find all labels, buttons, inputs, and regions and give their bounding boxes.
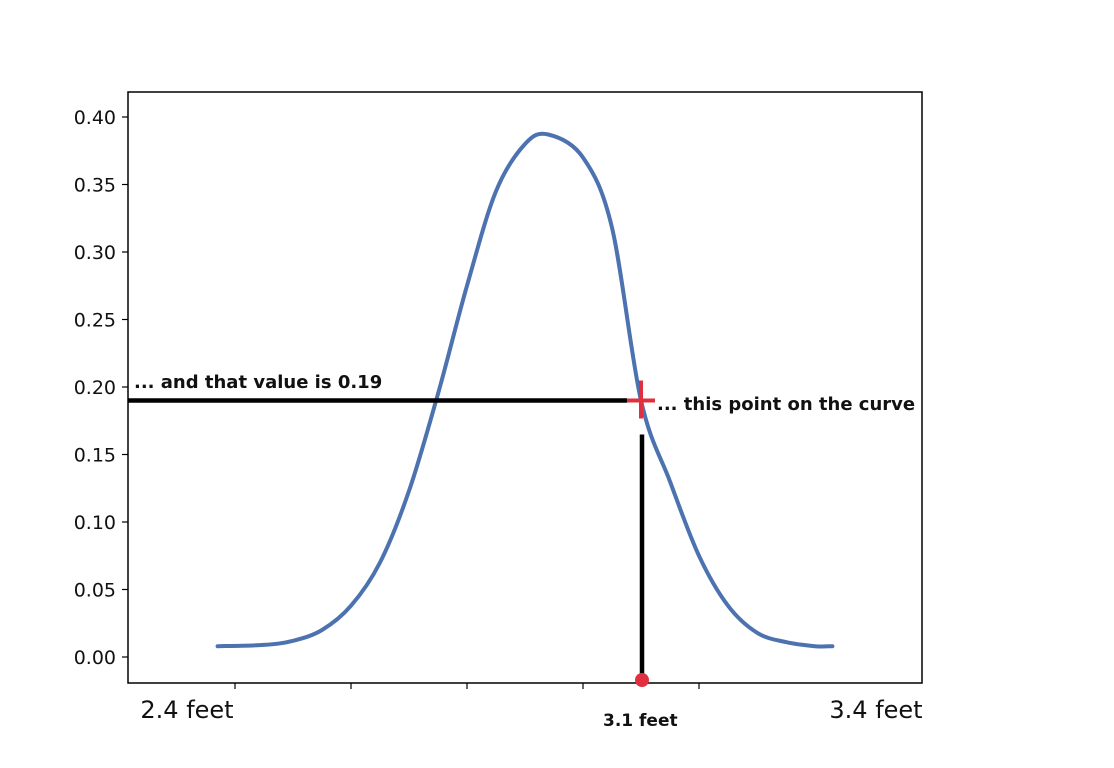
y-tick-label: 0.40 bbox=[74, 107, 116, 129]
x-highlight-dot bbox=[635, 673, 649, 687]
x-axis: 2.4 feet 3.4 feet bbox=[140, 683, 922, 724]
y-tick-label: 0.35 bbox=[74, 175, 116, 197]
y-tick-label: 0.25 bbox=[74, 310, 116, 332]
x-highlight-label: 3.1 feet bbox=[603, 711, 678, 731]
y-tick-label: 0.05 bbox=[74, 580, 116, 602]
y-tick-label: 0.20 bbox=[74, 377, 116, 399]
y-tick-label: 0.00 bbox=[74, 647, 116, 669]
y-tick-label: 0.10 bbox=[74, 512, 116, 534]
x-tick-label: 2.4 feet bbox=[140, 696, 233, 724]
y-axis: 0.00 0.05 0.10 0.15 0.20 0.25 0.30 0.35 0.40 bbox=[74, 107, 128, 669]
value-annotation: ... and that value is 0.19 bbox=[134, 372, 382, 393]
x-tick-label: 3.4 feet bbox=[829, 696, 922, 724]
point-annotation: ... this point on the curve bbox=[657, 394, 915, 415]
y-tick-label: 0.30 bbox=[74, 242, 116, 264]
guide-lines bbox=[128, 401, 642, 681]
y-tick-label: 0.15 bbox=[74, 445, 116, 467]
